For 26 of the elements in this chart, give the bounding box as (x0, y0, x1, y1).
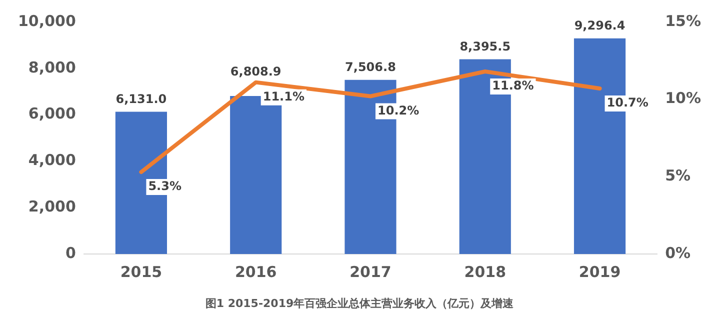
data-label: 11.8% (492, 78, 534, 93)
data-label: 5.3% (148, 179, 182, 194)
y-tick-label: 2,000 (28, 197, 76, 216)
text: 图1 2015-2019年百强企业总体主营业务收入（亿元）及增速 (204, 296, 515, 311)
y2-tick-label: 0% (665, 244, 691, 262)
x-tick-label: 2018 (464, 262, 506, 281)
data-label: 6,131.0 (116, 92, 167, 106)
y-tick-label: 0 (65, 244, 76, 262)
data-label: 7,506.8 (345, 60, 396, 74)
x-tick-label: 2015 (120, 262, 162, 281)
x-tick-label: 2017 (350, 262, 392, 281)
y2-tick-label: 5% (665, 166, 691, 185)
data-label: 10.7% (606, 96, 648, 110)
data-label: 6,808.9 (230, 64, 282, 78)
data-label: 8,395.5 (460, 39, 511, 54)
y-tick-label: 10,000 (18, 12, 76, 30)
data-label: 11.1% (262, 89, 304, 104)
y-tick-label: 6,000 (28, 104, 76, 123)
y2-tick-label: 15% (665, 12, 702, 30)
data-label: 10.2% (377, 103, 420, 118)
y-tick-label: 4,000 (28, 151, 76, 170)
data-label: 9,296.4 (574, 18, 626, 32)
x-tick-label: 2019 (578, 262, 621, 281)
y2-tick-label: 10% (665, 89, 702, 108)
x-tick-label: 2016 (234, 262, 277, 281)
y-tick-label: 8,000 (28, 58, 76, 76)
